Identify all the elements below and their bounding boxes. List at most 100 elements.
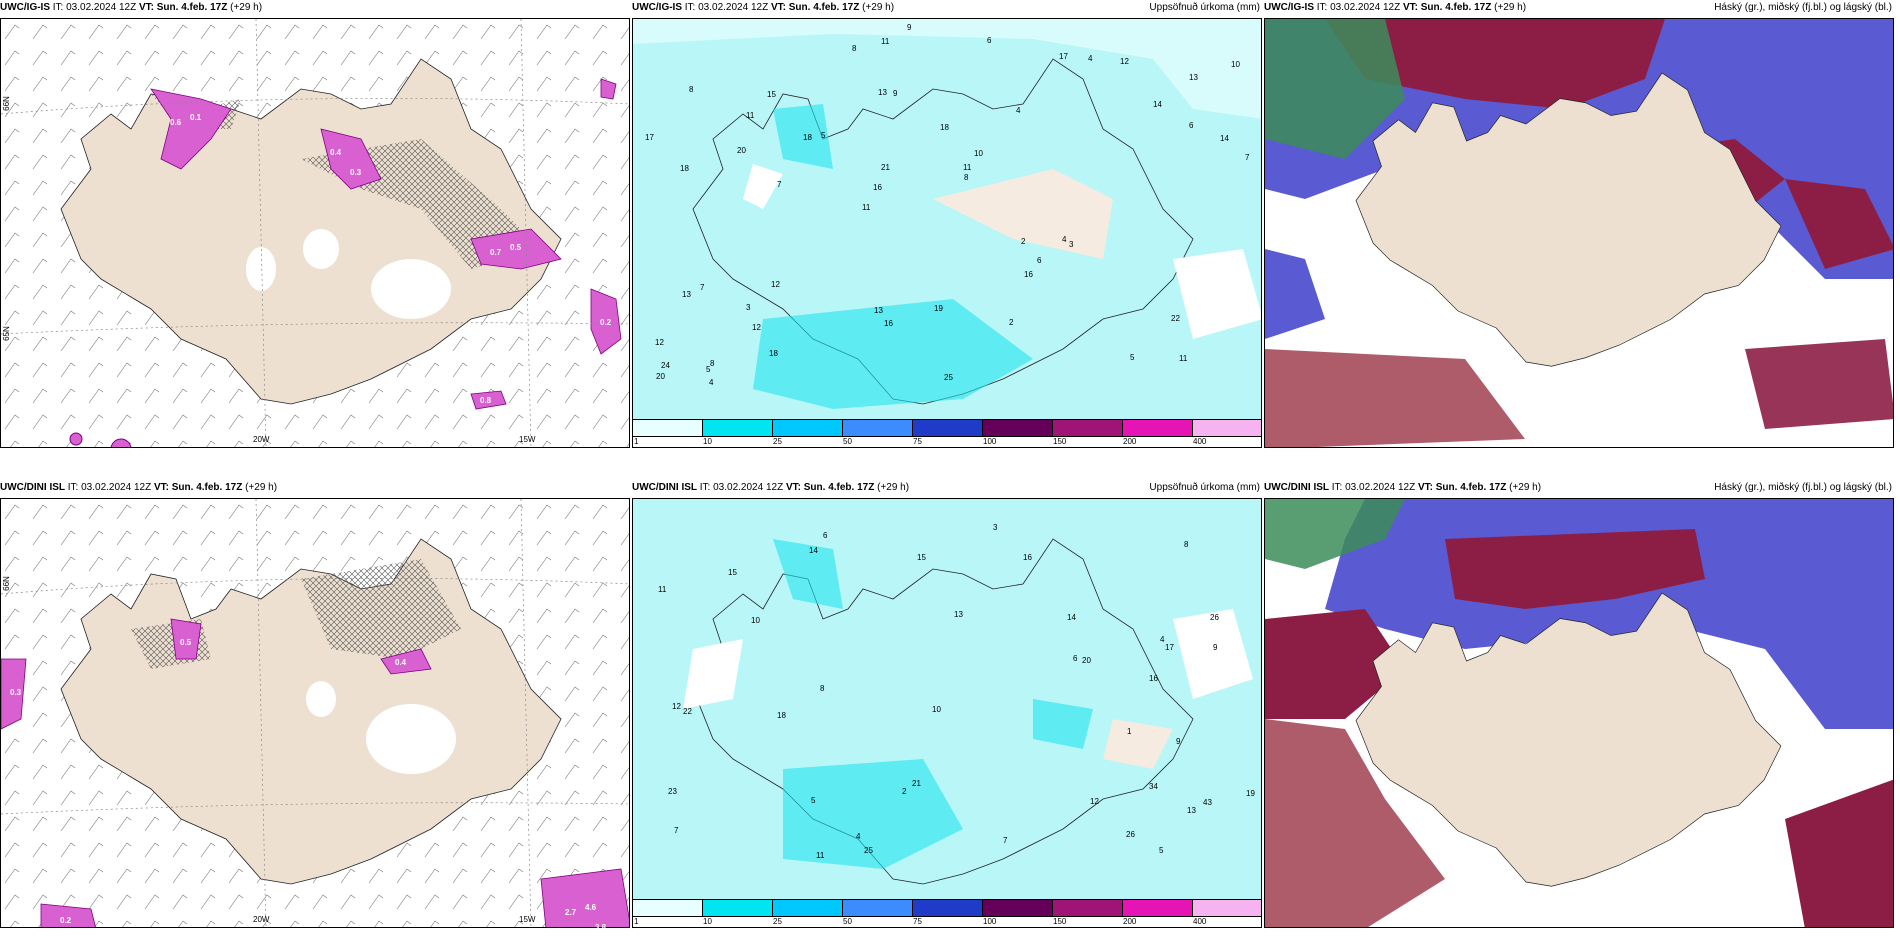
scale-bar xyxy=(633,899,1261,917)
panel-header: UWC/DINI ISL IT: 03.02.2024 12Z VT: Sun.… xyxy=(0,482,632,498)
panel-dini-clouds: UWC/DINI ISL IT: 03.02.2024 12Z VT: Sun.… xyxy=(1264,480,1896,930)
lead-time: (+29 h) xyxy=(862,2,895,13)
value-label: 12 xyxy=(771,280,780,289)
value-label: 18 xyxy=(777,711,786,720)
value-label: 3 xyxy=(746,303,751,312)
value-label: 20 xyxy=(656,372,665,381)
value-label: 20 xyxy=(1082,656,1091,665)
init-time: IT: 03.02.2024 12Z xyxy=(52,2,137,13)
lon-label-15w: 15W xyxy=(519,915,536,924)
value-label: 17 xyxy=(645,133,654,142)
scale-tick: 150 xyxy=(1053,917,1067,926)
value-label: 8 xyxy=(689,85,694,94)
value-label: 4 xyxy=(1016,106,1021,115)
value-label: 13 xyxy=(878,88,887,97)
scale-bar xyxy=(633,419,1261,437)
precip-rate-labels: 0.5 0.4 2.7 4.6 3.8 0.2 0.3 xyxy=(0,498,630,928)
value-label: 34 xyxy=(1149,782,1158,791)
value-label: 18 xyxy=(940,123,949,132)
scale-tick: 200 xyxy=(1123,917,1137,926)
scale-tick: 400 xyxy=(1193,917,1207,926)
lead-time: (+29 h) xyxy=(877,482,910,493)
scale-swatch xyxy=(773,900,843,916)
rate-label: 0.2 xyxy=(600,318,612,327)
value-label: 12 xyxy=(1090,797,1099,806)
valid-time: VT: Sun. 4.feb. 17Z xyxy=(138,2,228,13)
value-label: 16 xyxy=(1024,270,1033,279)
value-label: 6 xyxy=(823,531,828,540)
value-label: 21 xyxy=(881,163,890,172)
value-label: 3 xyxy=(993,523,998,532)
scale-tick: 100 xyxy=(983,437,997,446)
valid-time: VT: Sun. 4.feb. 17Z xyxy=(1417,482,1507,493)
value-label: 7 xyxy=(700,283,705,292)
rate-label: 0.8 xyxy=(480,396,492,405)
value-label: 15 xyxy=(917,553,926,562)
lon-label-20w: 20W xyxy=(253,915,270,924)
scale-swatch xyxy=(1053,900,1123,916)
init-time: IT: 03.02.2024 12Z xyxy=(1331,482,1416,493)
value-label: 7 xyxy=(1003,836,1008,845)
scale-tick: 50 xyxy=(843,437,852,446)
rate-label: 0.3 xyxy=(350,168,362,177)
scale-ticks: 1 10 25 50 75 100 150 200 400 xyxy=(633,917,1261,927)
scale-tick: 1 xyxy=(634,917,639,926)
scale-tick: 200 xyxy=(1123,437,1137,446)
value-label: 10 xyxy=(1231,60,1240,69)
rate-label: 4.6 xyxy=(585,903,597,912)
model-name: UWC/DINI ISL xyxy=(0,482,65,493)
rate-label: 0.4 xyxy=(395,658,407,667)
scale-tick: 400 xyxy=(1193,437,1207,446)
panel-dini-precip: UWC/DINI ISL IT: 03.02.2024 12Z VT: Sun.… xyxy=(632,480,1264,930)
rate-label: 0.6 xyxy=(170,118,182,127)
value-label: 7 xyxy=(777,180,782,189)
value-label: 4 xyxy=(709,378,714,387)
panel-header: UWC/IG-IS IT: 03.02.2024 12Z VT: Sun. 4.… xyxy=(1264,2,1896,18)
scale-swatch xyxy=(703,420,773,436)
value-label: 16 xyxy=(1023,553,1032,562)
map-cloud-cover xyxy=(1264,498,1894,928)
field-title: Uppsöfnuð úrkoma (mm) xyxy=(1149,2,1260,13)
valid-time: VT: Sun. 4.feb. 17Z xyxy=(1402,2,1492,13)
value-label: 13 xyxy=(1189,73,1198,82)
scale-swatch xyxy=(983,420,1053,436)
scale-swatch xyxy=(633,420,703,436)
field-title: Háský (gr.), miðský (fj.bl.) og lágský (… xyxy=(1714,2,1892,13)
value-label: 4 xyxy=(1088,54,1093,63)
value-label: 4 xyxy=(1062,235,1067,244)
value-label: 11 xyxy=(746,111,755,120)
init-time: IT: 03.02.2024 12Z xyxy=(699,482,784,493)
value-label: 22 xyxy=(683,707,692,716)
value-label: 12 xyxy=(752,323,761,332)
model-name: UWC/IG-IS xyxy=(0,2,50,13)
panel-header: UWC/DINI ISL IT: 03.02.2024 12Z VT: Sun.… xyxy=(632,482,1264,498)
map-wind-precip-type: 20W 15W 66N xyxy=(0,498,630,928)
value-label: 26 xyxy=(1210,613,1219,622)
init-time: IT: 03.02.2024 12Z xyxy=(1316,2,1401,13)
value-label: 5 xyxy=(821,131,826,140)
value-label: 14 xyxy=(1153,100,1162,109)
value-label: 11 xyxy=(881,37,890,46)
value-label: 15 xyxy=(767,90,776,99)
map-canvas xyxy=(633,19,1261,429)
value-label: 25 xyxy=(864,846,873,855)
value-label: 12 xyxy=(655,338,664,347)
scale-swatch xyxy=(703,900,773,916)
scale-tick: 25 xyxy=(773,437,782,446)
value-label: 12 xyxy=(672,702,681,711)
value-label: 10 xyxy=(751,616,760,625)
scale-swatch xyxy=(843,420,913,436)
rate-label: 0.5 xyxy=(180,638,192,647)
precip-amount-labels: 34 26 43 13 7 6 4 5 8 10 9 11 16 25 23 15 13 14 21 17 12 22 7 6… xyxy=(632,498,1262,908)
value-label: 5 xyxy=(811,796,816,805)
lead-time: (+29 h) xyxy=(245,482,278,493)
scale-tick: 1 xyxy=(634,437,639,446)
value-label: 3 xyxy=(1069,240,1074,249)
field-title: Uppsöfnuð úrkoma (mm) xyxy=(1149,482,1260,493)
value-label: 16 xyxy=(873,183,882,192)
value-label: 17 xyxy=(1059,52,1068,61)
map-canvas xyxy=(1265,499,1893,927)
value-label: 6 xyxy=(1037,256,1042,265)
rate-label: 0.1 xyxy=(190,113,202,122)
model-name: UWC/IG-IS xyxy=(632,2,682,13)
